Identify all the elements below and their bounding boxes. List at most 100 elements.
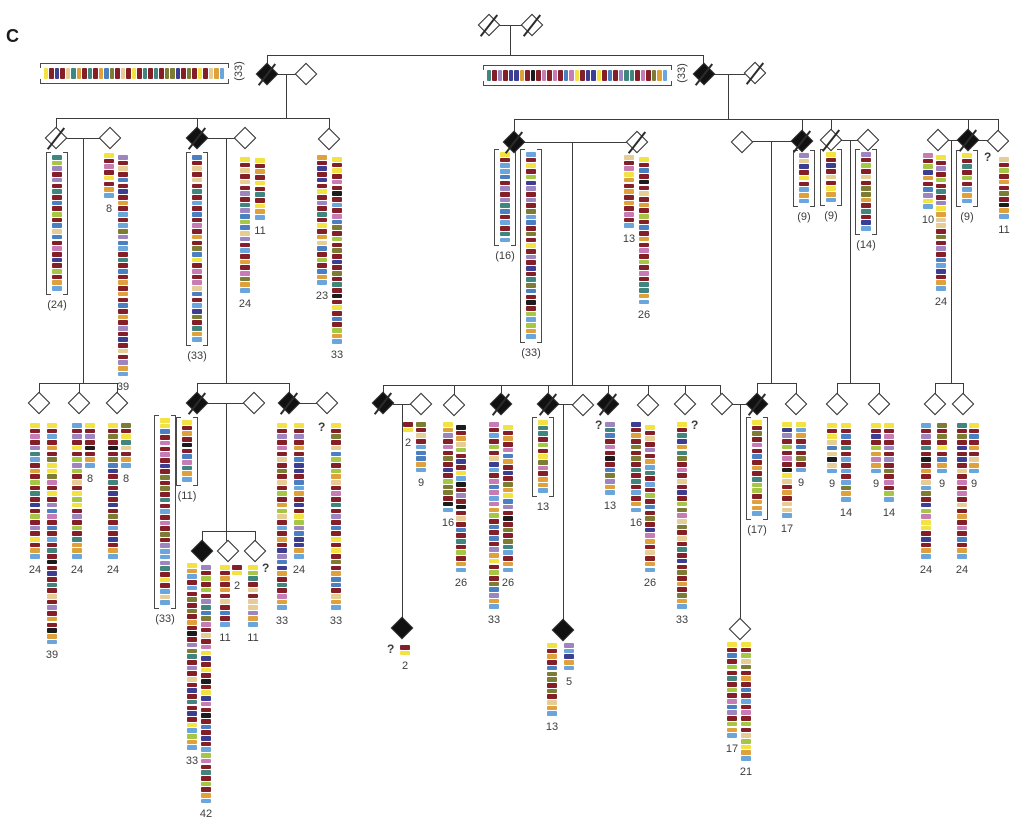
haplotype-segment [160,446,170,452]
haplotype-segment [201,616,211,621]
haplotype-segment [192,251,202,257]
haplotype-segment [201,713,211,718]
haplotype-segment [240,259,250,265]
haplotype-segment [923,187,933,192]
haplotype-segment [187,568,197,574]
haplotype-segment [677,547,687,553]
haplotype-segment [192,206,202,211]
haplotype-segment [30,548,40,554]
haplotype-segment [240,202,250,208]
haplotype-segment [624,206,634,211]
haplotype-segment [201,633,211,639]
haplotype-segment [294,457,304,462]
haplotype-segment [624,194,634,200]
haplotype-segment [47,514,57,519]
haplotype-segment [487,70,492,81]
haplotype-segment [796,444,806,450]
person-unaffected [710,392,734,416]
haplotype-segment [72,423,82,428]
haplotype-segment [727,687,737,693]
haplotype-segment [861,174,871,180]
haplotype-segment [240,162,250,168]
haplotype-segment [277,519,287,525]
haplotype-segment [752,431,762,437]
haplotype-segment [489,422,499,427]
haplotype-segment [526,209,536,214]
haplotype-segment [503,539,513,544]
haplotype-segment [645,470,655,476]
haplotype-segment [503,436,513,442]
haplotype-segment [203,68,208,79]
haplotype-segment [192,263,202,268]
haplotype-segment [331,588,341,593]
haplotype-segment [639,282,649,288]
haplotype-segment [456,556,466,561]
haplotype-segment [47,588,57,593]
haplotype-segment [796,422,806,427]
haplotype-segment [294,554,304,559]
haplotype-segment [255,169,265,175]
haplotype-segment [108,502,118,508]
haplotype-segment [799,181,809,187]
haplotype-segment [500,186,510,191]
haplotype-count-label: 5 [565,675,573,688]
haplotype-bar [861,152,871,232]
haplotype-segment [52,240,62,246]
haplotype-segment [317,217,327,223]
haplotype-segment [317,194,327,200]
haplotype-segment [741,738,751,744]
haplotype-segment [192,286,202,291]
haplotype-bar [201,565,211,804]
haplotype-segment [727,704,737,710]
haplotype-segment [826,174,836,180]
haplotype-segment [957,451,967,457]
haplotype-bar [923,153,933,210]
person-unaffected [825,392,849,416]
pedigree-line [454,385,456,395]
pedigree-line [732,404,747,406]
haplotype-segment [201,758,211,764]
haplotype-segment [547,648,557,654]
haplotype-segment [921,423,931,428]
haplotype-bar [826,152,836,203]
haplotype-segment [999,157,1009,162]
haplotype-segment [526,294,536,300]
unknown-haplotype-question: ? [318,420,326,434]
haplotype-segment [937,428,947,434]
panel-label: C [6,26,19,46]
haplotype-segment [624,189,634,194]
haplotype-segment [624,217,634,223]
haplotype-segment [526,203,536,208]
haplotype-segment [240,253,250,259]
haplotype-segment [240,185,250,191]
haplotype-bar [456,425,466,573]
haplotype-segment [240,242,250,248]
haplotype-segment [782,450,792,456]
haplotype-segment [841,440,851,445]
haplotype-segment [936,280,946,286]
haplotype-segment [72,519,82,525]
haplotype-segment [456,521,466,527]
haplotype-segment [220,599,230,604]
haplotype-segment [72,485,82,491]
haplotype-segment [639,162,649,168]
haplotype-segment [624,212,634,217]
haplotype-segment [503,544,513,550]
person-unaffected [27,391,51,415]
haplotype-segment [332,219,342,225]
haplotype-count-label: (17) [747,523,767,536]
haplotype-segment [727,670,737,676]
haplotype-bar [871,423,881,474]
haplotype-segment [317,177,327,183]
haplotype-segment [72,514,82,519]
haplotype-segment [921,497,931,502]
haplotype-segment [85,451,95,457]
haplotype-segment [564,648,574,654]
haplotype-segment [677,564,687,570]
haplotype-count-label: 13 [603,500,617,513]
haplotype-segment [118,200,128,206]
haplotype-segment [489,433,499,439]
haplotype-bar [317,155,327,286]
haplotype-bar [118,155,128,377]
haplotype-segment [317,160,327,166]
